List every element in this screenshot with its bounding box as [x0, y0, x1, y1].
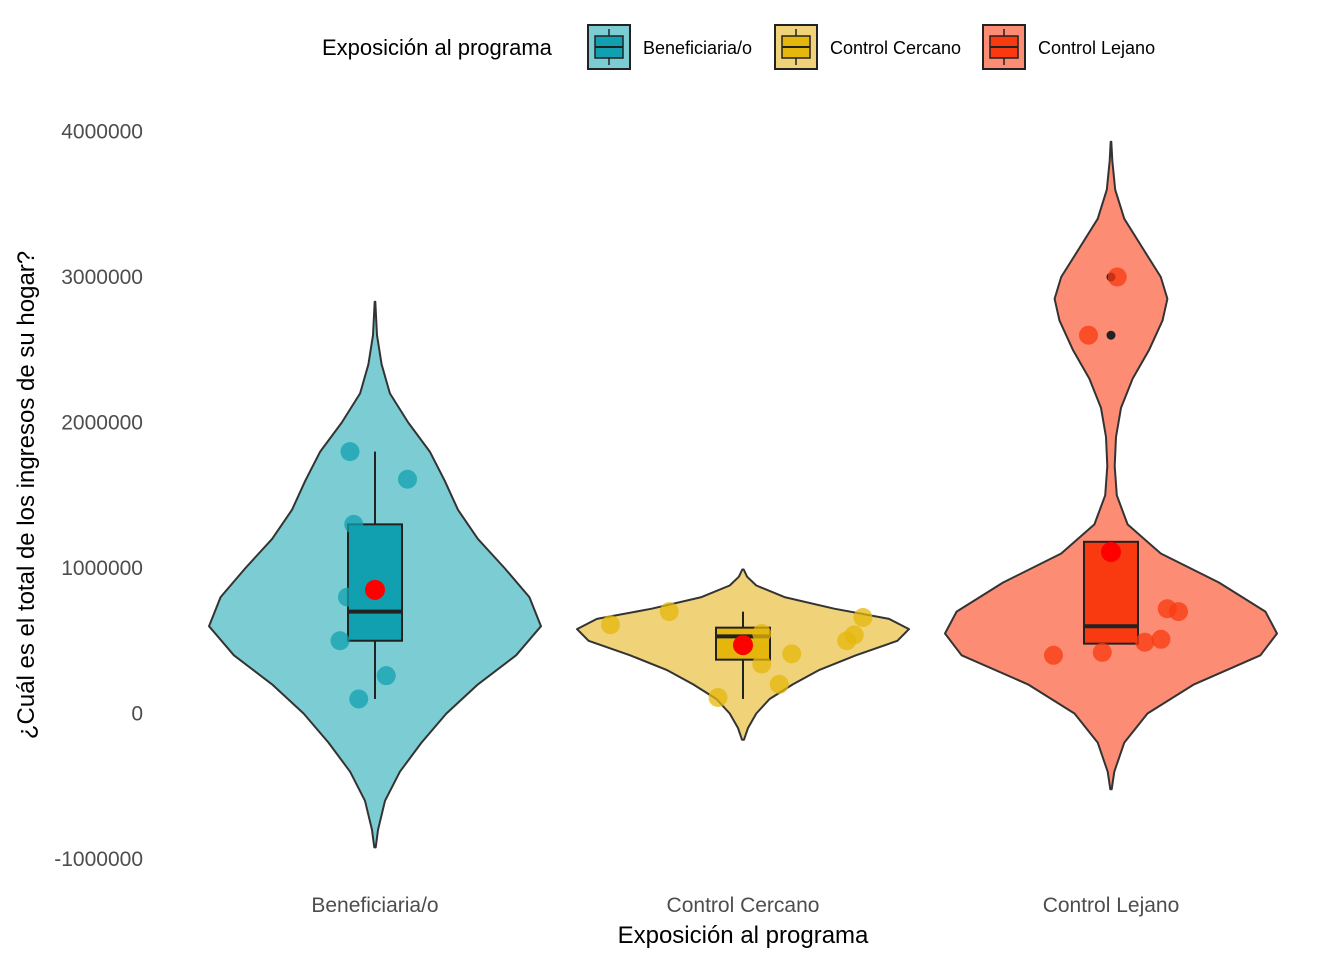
point-control-lejano-3: [1151, 629, 1171, 649]
point-beneficiaria-o-4: [340, 442, 360, 462]
legend-title: Exposición al programa: [322, 35, 553, 60]
group-control-cercano: [576, 568, 910, 741]
y-tick-label: 1000000: [61, 557, 143, 580]
point-control-cercano-5: [782, 644, 802, 664]
point-beneficiaria-o-6: [398, 469, 417, 489]
point-control-cercano-4: [752, 623, 772, 643]
legend-keys: Beneficiaria/o Control Cercano Control Lej…: [587, 24, 1155, 70]
y-axis: -1000000 0 1000000 2000000 3000000 4000000: [54, 121, 143, 872]
y-tick-label: 3000000: [61, 266, 143, 289]
point-control-cercano-8: [853, 607, 873, 627]
point-control-cercano-3: [769, 674, 789, 694]
y-axis-title: ¿Cuál es el total de los ingresos de su …: [13, 251, 40, 739]
legend-label-control-lejano: Control Lejano: [1038, 38, 1155, 58]
group-beneficiaria-o: [208, 300, 542, 849]
y-tick-label: 2000000: [61, 412, 143, 435]
x-axis-title: Exposición al programa: [618, 922, 869, 949]
legend: Exposición al programa Beneficiaria/o Con…: [322, 24, 1155, 70]
point-control-cercano-1: [659, 602, 679, 622]
point-control-lejano-0: [1044, 645, 1063, 665]
outlier-control-lejano-0: [1106, 330, 1116, 340]
x-axis: Beneficiaria/o Control Cercano Control Lej…: [311, 894, 1179, 917]
point-control-cercano-0: [601, 615, 620, 635]
mean-beneficiaria-o: [365, 579, 385, 600]
x-tick-label-control-lejano: Control Lejano: [1043, 894, 1180, 917]
point-control-lejano-6: [1079, 325, 1098, 345]
point-beneficiaria-o-1: [349, 689, 369, 709]
legend-label-control-cercano: Control Cercano: [830, 38, 961, 58]
x-tick-label-control-cercano: Control Cercano: [667, 894, 820, 917]
mean-control-cercano: [733, 635, 753, 656]
point-control-cercano-6: [752, 654, 772, 674]
point-control-lejano-2: [1135, 632, 1155, 652]
violins-layer: [208, 140, 1278, 849]
y-tick-label: -1000000: [54, 848, 143, 871]
point-beneficiaria-o-5: [344, 514, 364, 534]
point-beneficiaria-o-2: [376, 666, 396, 686]
mean-control-lejano: [1101, 541, 1121, 562]
point-beneficiaria-o-0: [330, 631, 350, 651]
point-control-lejano-1: [1092, 642, 1112, 662]
y-tick-label: 4000000: [61, 121, 143, 144]
point-control-cercano-9: [837, 631, 857, 651]
point-control-lejano-5: [1169, 602, 1188, 622]
x-tick-label-beneficiaria-o: Beneficiaria/o: [311, 894, 438, 917]
legend-label-beneficiaria-o: Beneficiaria/o: [643, 38, 752, 58]
y-tick-label: 0: [131, 703, 143, 726]
point-beneficiaria-o-3: [338, 587, 357, 607]
point-control-cercano-2: [708, 687, 728, 707]
group-control-lejano: [944, 140, 1278, 791]
violin-control-lejano: [944, 140, 1278, 791]
point-control-lejano-7: [1107, 267, 1127, 287]
